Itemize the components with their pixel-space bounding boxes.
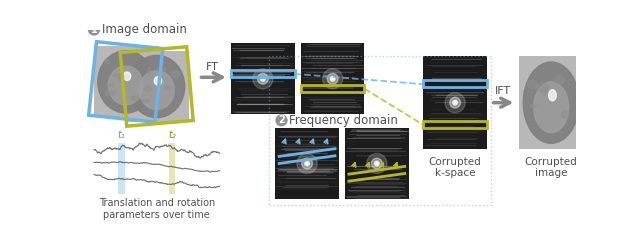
Circle shape	[257, 73, 268, 84]
Bar	[345, 128, 408, 199]
Text: t₂: t₂	[168, 130, 175, 140]
Ellipse shape	[141, 100, 150, 102]
Bar	[120, 47, 193, 126]
Circle shape	[371, 158, 382, 169]
Ellipse shape	[129, 55, 185, 118]
Text: t₁: t₁	[118, 130, 125, 140]
Circle shape	[305, 161, 309, 166]
Bar	[231, 70, 294, 77]
Text: Image domain: Image domain	[102, 23, 187, 36]
Circle shape	[332, 78, 333, 79]
Ellipse shape	[529, 105, 537, 108]
Ellipse shape	[144, 86, 151, 91]
Circle shape	[307, 163, 308, 164]
Bar	[231, 43, 294, 114]
Ellipse shape	[172, 71, 180, 77]
Ellipse shape	[548, 90, 556, 101]
Ellipse shape	[541, 88, 547, 95]
Ellipse shape	[561, 111, 570, 118]
Circle shape	[297, 154, 317, 173]
Circle shape	[276, 115, 287, 126]
Bar	[423, 121, 487, 128]
Ellipse shape	[554, 75, 564, 84]
Text: Translation and rotation
parameters over time: Translation and rotation parameters over…	[99, 198, 215, 220]
Circle shape	[452, 100, 458, 105]
Ellipse shape	[118, 75, 128, 82]
Circle shape	[450, 97, 461, 108]
Circle shape	[88, 24, 99, 35]
Ellipse shape	[527, 80, 538, 88]
Ellipse shape	[131, 96, 138, 101]
Bar	[301, 43, 364, 114]
Circle shape	[253, 69, 273, 89]
Ellipse shape	[537, 82, 548, 92]
Ellipse shape	[157, 68, 166, 71]
Bar	[118, 143, 125, 194]
Ellipse shape	[123, 72, 131, 80]
Ellipse shape	[534, 82, 569, 133]
Circle shape	[262, 78, 264, 79]
Ellipse shape	[147, 67, 150, 74]
Bar	[520, 57, 583, 149]
Bar	[423, 80, 487, 87]
Text: 1: 1	[91, 25, 97, 34]
Ellipse shape	[140, 71, 174, 109]
Ellipse shape	[107, 83, 114, 86]
Ellipse shape	[165, 86, 171, 90]
Ellipse shape	[154, 77, 162, 85]
Bar	[275, 128, 339, 199]
Ellipse shape	[98, 51, 154, 113]
Circle shape	[374, 161, 379, 166]
Circle shape	[330, 77, 335, 81]
Bar	[423, 57, 487, 149]
Bar	[125, 51, 189, 122]
Text: Corrupted
image: Corrupted image	[525, 156, 577, 178]
Text: 2: 2	[278, 115, 285, 125]
Text: FT: FT	[206, 62, 219, 72]
Ellipse shape	[113, 74, 122, 77]
Circle shape	[327, 73, 338, 84]
Text: Frequency domain: Frequency domain	[289, 114, 398, 127]
Circle shape	[376, 163, 378, 164]
Circle shape	[367, 154, 387, 173]
Bar	[269, 57, 491, 205]
Circle shape	[301, 158, 312, 169]
Bar	[94, 46, 157, 117]
Text: Corrupted
k-space: Corrupted k-space	[429, 156, 481, 178]
Bar	[169, 143, 175, 194]
Ellipse shape	[524, 62, 579, 143]
Circle shape	[260, 77, 265, 81]
Circle shape	[323, 69, 343, 89]
Ellipse shape	[105, 91, 115, 96]
Ellipse shape	[108, 66, 143, 105]
Circle shape	[445, 93, 465, 113]
Bar	[301, 85, 364, 92]
Ellipse shape	[104, 60, 109, 64]
Circle shape	[454, 102, 456, 103]
Bar	[89, 42, 163, 122]
Text: IFT: IFT	[495, 86, 511, 96]
